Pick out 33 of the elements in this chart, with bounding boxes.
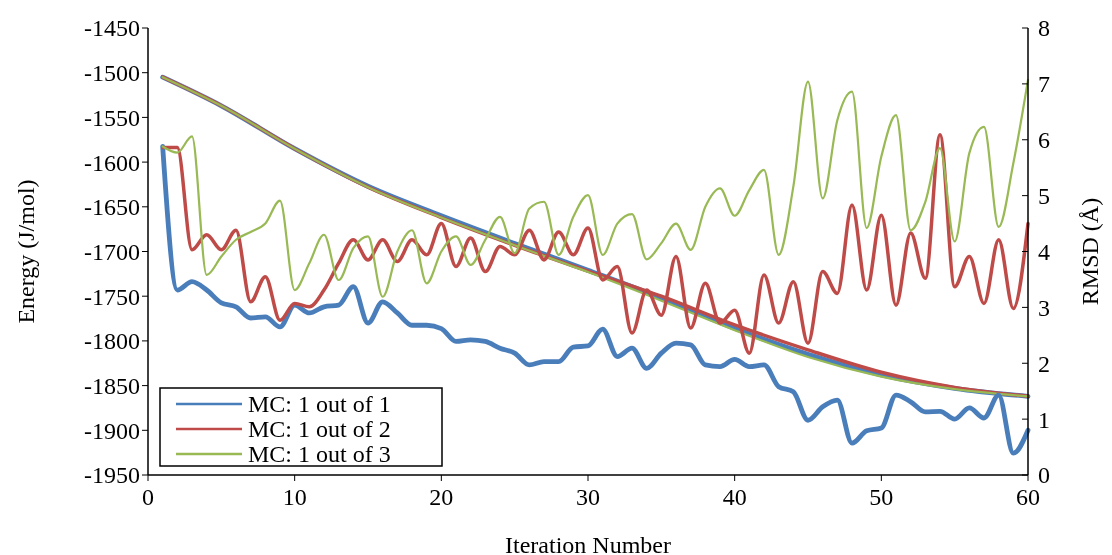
y2-tick-label: 8 <box>1038 15 1050 42</box>
x-tick-label: 50 <box>869 484 894 510</box>
y-tick-label: -1700 <box>84 238 140 265</box>
y2-tick-label: 4 <box>1038 238 1050 265</box>
y2-tick-label: 3 <box>1038 294 1050 321</box>
y-tick-label: -1750 <box>84 283 140 310</box>
x-tick-label: 20 <box>429 484 454 510</box>
y2-axis-title: RMSD (Å) <box>1077 197 1104 306</box>
legend-label: MC: 1 out of 1 <box>248 391 391 418</box>
x-tick-label: 0 <box>142 484 154 510</box>
y-tick-label: -1800 <box>84 328 140 355</box>
x-tick-label: 30 <box>576 484 600 510</box>
x-tick-label: 60 <box>1016 484 1040 510</box>
y-tick-label: -1950 <box>84 462 140 489</box>
y-tick-label: -1500 <box>84 60 140 87</box>
y2-tick-label: 7 <box>1038 71 1050 98</box>
y2-tick-label: 6 <box>1038 127 1050 154</box>
y-tick-label: -1850 <box>84 373 140 399</box>
y2-tick-label: 1 <box>1038 406 1050 433</box>
y2-tick-label: 2 <box>1038 350 1050 377</box>
legend-label: MC: 1 out of 3 <box>248 441 391 468</box>
x-tick-label: 10 <box>282 484 307 510</box>
y-tick-label: -1900 <box>84 417 140 444</box>
y-tick-label: -1550 <box>84 104 140 131</box>
y-axis-title: Energy (J/mol) <box>13 179 39 324</box>
x-tick-label: 40 <box>722 484 747 510</box>
legend-label: MC: 1 out of 2 <box>248 416 391 443</box>
y-tick-label: -1650 <box>84 194 140 221</box>
y-tick-label: -1450 <box>84 15 140 42</box>
y-tick-label: -1600 <box>84 149 140 176</box>
y2-tick-label: 5 <box>1038 183 1050 210</box>
y2-tick-label: 0 <box>1038 462 1050 489</box>
x-axis-title: Iteration Number <box>505 532 671 555</box>
